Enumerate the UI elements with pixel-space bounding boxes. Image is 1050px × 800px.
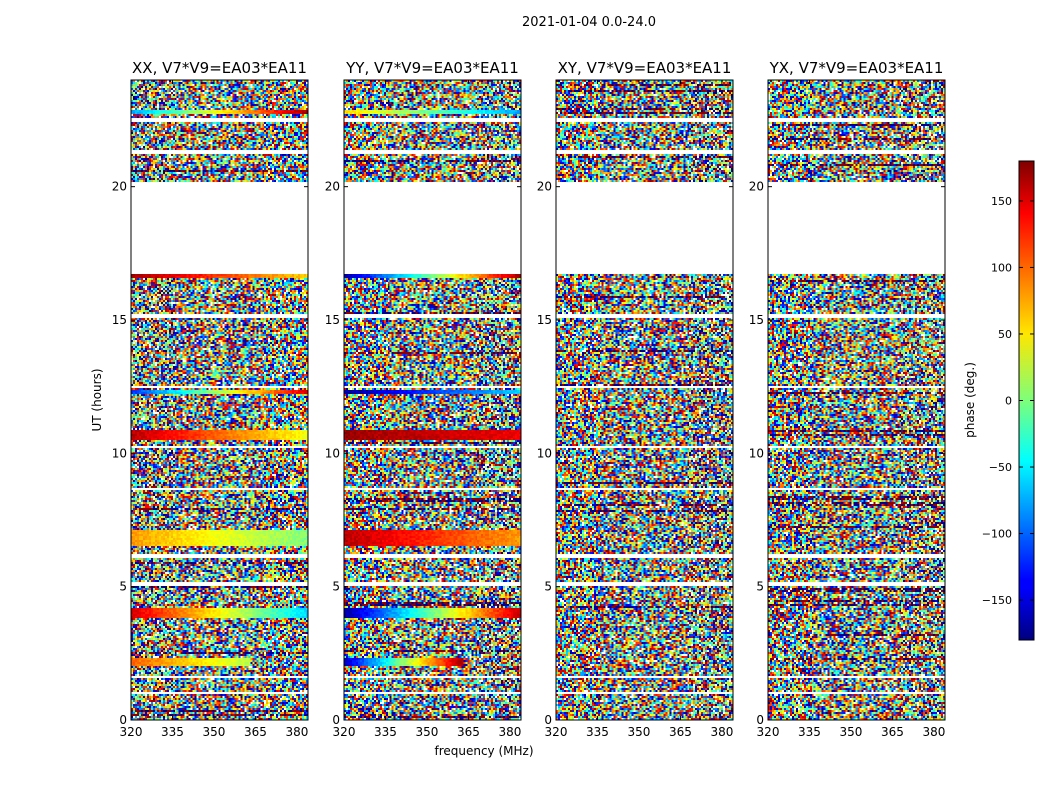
heatmap-yx — [768, 80, 945, 720]
y-tick-label: 5 — [119, 580, 127, 594]
x-tick-label: 320 — [545, 725, 568, 739]
y-tick-label: 0 — [332, 713, 340, 727]
panel-title-xy: XY, V7*V9=EA03*EA11 — [558, 59, 732, 77]
panel-yx: YX, V7*V9=EA03*EA11 320 335 350 365 380 0 5 10 15… — [749, 59, 946, 739]
y-tick-label: 15 — [537, 313, 552, 327]
panel-frame-xy — [555, 79, 734, 721]
colorbar-label: phase (deg.) — [963, 362, 977, 438]
colorbar-tick-label: 50 — [998, 328, 1012, 341]
panel-frame-xx — [130, 79, 309, 721]
x-tick-label: 335 — [161, 725, 184, 739]
x-tick-label: 335 — [798, 725, 821, 739]
panel-xx: XX, V7*V9=EA03*EA11 320 335 350 365 380 0 5 10 15… — [112, 59, 309, 739]
y-tick-label: 10 — [749, 446, 764, 460]
x-tick-label: 365 — [881, 725, 904, 739]
y-tick-label: 5 — [332, 580, 340, 594]
x-tick-label: 320 — [333, 725, 356, 739]
y-axis-label: UT (hours) — [90, 368, 104, 431]
panel-title-yx: YX, V7*V9=EA03*EA11 — [769, 59, 944, 77]
colorbar-tick-label: 150 — [991, 195, 1012, 208]
x-axis-label: frequency (MHz) — [434, 744, 533, 758]
x-tick-label: 335 — [586, 725, 609, 739]
y-tick-label: 0 — [756, 713, 764, 727]
panel-xy: XY, V7*V9=EA03*EA11 320 335 350 365 380 0 5 10 15… — [537, 59, 734, 739]
heatmap-yy — [344, 80, 521, 720]
heatmap-xy — [556, 80, 733, 720]
y-tick-label: 0 — [544, 713, 552, 727]
y-tick-label: 15 — [325, 313, 340, 327]
x-tick-label: 350 — [628, 725, 651, 739]
panel-title-xx: XX, V7*V9=EA03*EA11 — [132, 59, 307, 77]
x-tick-label: 365 — [669, 725, 692, 739]
y-tick-label: 20 — [325, 180, 340, 194]
y-tick-label: 15 — [112, 313, 127, 327]
x-tick-label: 350 — [203, 725, 226, 739]
colorbar-tick-label: 100 — [991, 261, 1012, 274]
y-tick-label: 20 — [112, 180, 127, 194]
x-tick-label: 380 — [498, 725, 521, 739]
figure-suptitle: 2021-01-04 0.0-24.0 — [522, 15, 656, 30]
x-tick-label: 350 — [840, 725, 863, 739]
panel-yy: YY, V7*V9=EA03*EA11 320 335 350 365 380 0 5 10 15… — [325, 59, 522, 739]
x-tick-label: 335 — [374, 725, 397, 739]
y-tick-label: 5 — [756, 580, 764, 594]
x-tick-label: 365 — [244, 725, 267, 739]
panel-frame-yy — [343, 79, 522, 721]
y-tick-label: 5 — [544, 580, 552, 594]
x-tick-label: 365 — [457, 725, 480, 739]
x-tick-label: 380 — [285, 725, 308, 739]
x-tick-label: 380 — [710, 725, 733, 739]
colorbar-tick-label: 0 — [1005, 395, 1012, 408]
y-tick-label: 10 — [112, 446, 127, 460]
x-tick-label: 380 — [922, 725, 945, 739]
x-tick-label: 320 — [120, 725, 143, 739]
colorbar-tick-label: −50 — [989, 461, 1012, 474]
y-tick-label: 20 — [749, 180, 764, 194]
panel-title-yy: YY, V7*V9=EA03*EA11 — [345, 59, 519, 77]
colorbar-tick-label: −150 — [982, 594, 1012, 607]
colorbar: 150 100 50 0 −50 −100 −150 — [982, 160, 1035, 641]
y-tick-label: 15 — [749, 313, 764, 327]
panel-frame-yx — [767, 79, 946, 721]
y-tick-label: 0 — [119, 713, 127, 727]
x-tick-label: 350 — [416, 725, 439, 739]
y-tick-label: 10 — [537, 446, 552, 460]
y-tick-label: 10 — [325, 446, 340, 460]
panels-group: XX, V7*V9=EA03*EA11 320 335 350 365 380 0 5 10 15… — [112, 59, 946, 739]
colorbar-tick-label: −100 — [982, 528, 1012, 541]
y-tick-label: 20 — [537, 180, 552, 194]
heatmap-xx — [131, 80, 308, 720]
x-tick-label: 320 — [757, 725, 780, 739]
